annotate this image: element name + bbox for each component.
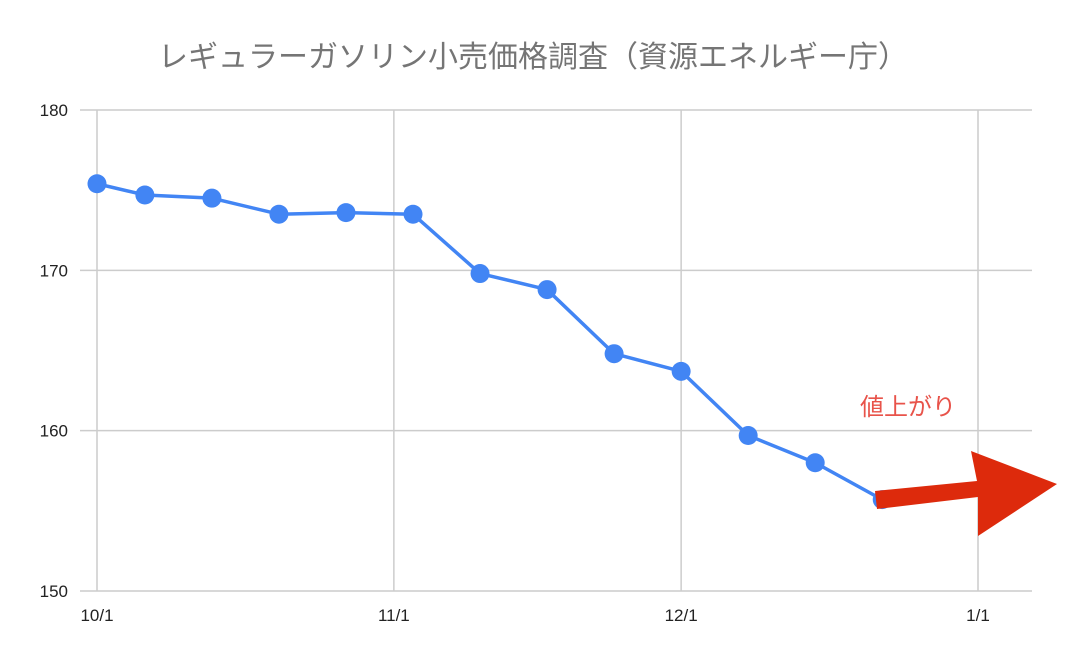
data-point [336,203,356,223]
gridlines [80,109,1032,592]
data-point [403,204,423,224]
y-tick-label: 170 [40,261,68,280]
data-point [87,174,107,194]
price-rise-arrow [875,451,1057,536]
y-tick-label: 160 [40,422,68,441]
data-point [202,188,222,208]
y-axis-ticks: 150 160 170 180 [40,101,68,601]
y-tick-label: 180 [40,101,68,120]
data-point [537,280,557,300]
price-rise-annotation: 値上がり [860,393,956,421]
y-tick-label: 150 [40,582,68,601]
series-layer [87,174,892,510]
x-tick-label: 12/1 [665,606,698,625]
annotation-layer: 値上がり [860,393,1057,536]
chart-title: レギュラーガソリン小売価格調査（資源エネルギー庁） [158,40,908,75]
data-point [805,453,825,473]
x-tick-label: 10/1 [80,606,113,625]
x-tick-label: 11/1 [378,606,410,625]
data-point [470,264,490,284]
data-point [135,185,155,205]
x-axis-ticks: 10/1 11/1 12/1 1/1 [80,606,989,625]
data-point [671,361,691,381]
x-tick-label: 1/1 [966,606,990,625]
data-point [604,344,624,364]
data-point [269,204,289,224]
series-line [96,182,884,502]
data-point [738,425,758,445]
